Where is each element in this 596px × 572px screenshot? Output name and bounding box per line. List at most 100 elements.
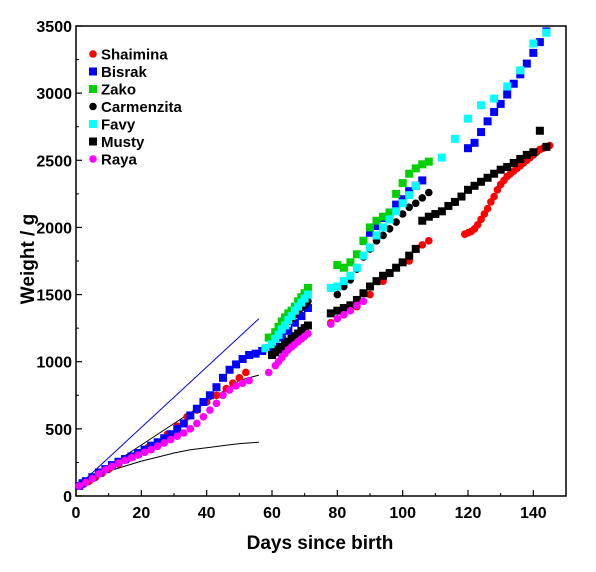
point-raya: [225, 386, 234, 394]
point-raya: [199, 412, 208, 421]
point-raya: [121, 456, 129, 465]
point-raya: [134, 451, 142, 459]
legend-marker-shaimina: [89, 50, 97, 58]
point-carmenzita: [405, 203, 414, 212]
point-musty: [333, 306, 342, 315]
point-musty: [542, 142, 551, 151]
legend-marker-carmenzita: [89, 102, 97, 111]
point-musty: [392, 263, 401, 272]
point-zako: [346, 258, 355, 267]
point-musty: [326, 309, 335, 318]
point-zako: [264, 333, 273, 342]
point-bisrak: [284, 326, 293, 335]
point-bisrak: [503, 90, 512, 99]
legend-label-carmenzita: Carmenzita: [101, 99, 183, 116]
point-favy: [274, 330, 283, 339]
point-bisrak: [173, 424, 182, 433]
point-shaimina: [366, 290, 374, 299]
point-raya: [193, 419, 201, 428]
point-favy: [326, 283, 335, 292]
point-raya: [140, 448, 149, 457]
point-shaimina: [490, 192, 498, 201]
point-bisrak: [160, 434, 169, 443]
point-bisrak: [405, 187, 414, 196]
point-shaimina: [212, 391, 221, 400]
point-bisrak: [303, 304, 312, 312]
point-musty: [424, 212, 433, 221]
point-raya: [327, 320, 335, 328]
point-musty: [359, 289, 368, 298]
point-musty: [303, 321, 312, 330]
point-bisrak: [219, 373, 227, 382]
reference-lines: [75, 318, 260, 489]
legend-label-raya: Raya: [101, 152, 138, 169]
x-tick-label: 20: [132, 505, 150, 522]
point-favy: [281, 321, 290, 330]
point-zako: [424, 157, 433, 166]
point-favy: [437, 153, 446, 162]
point-favy: [287, 312, 296, 321]
y-tick-label: 1500: [36, 288, 72, 305]
point-bisrak: [516, 70, 525, 79]
point-musty: [372, 277, 381, 286]
point-bisrak: [192, 404, 201, 413]
point-bisrak: [372, 222, 381, 231]
y-tick-label: 2500: [36, 153, 72, 170]
point-favy: [477, 101, 486, 110]
y-tick-label: 3500: [36, 19, 72, 36]
point-raya: [304, 329, 312, 338]
point-bisrak: [464, 144, 472, 153]
point-favy: [379, 223, 388, 232]
point-favy: [385, 215, 394, 224]
point-raya: [82, 478, 90, 487]
point-raya: [232, 382, 240, 390]
point-bisrak: [238, 355, 247, 364]
point-bisrak: [535, 38, 544, 47]
point-raya: [353, 301, 361, 310]
reference-line: [75, 318, 260, 489]
point-musty: [477, 177, 486, 186]
point-zako: [359, 236, 368, 245]
point-favy: [372, 231, 381, 240]
point-zako: [303, 283, 312, 292]
point-bisrak: [496, 99, 505, 108]
legend-marker-favy: [89, 120, 97, 128]
point-raya: [101, 466, 110, 474]
point-bisrak: [366, 228, 374, 237]
point-raya: [173, 432, 182, 441]
point-favy: [359, 251, 368, 260]
point-musty: [444, 201, 453, 210]
point-musty: [405, 251, 414, 260]
legend-label-shaimina: Shaimina: [101, 47, 168, 64]
legend-marker-bisrak: [89, 67, 97, 76]
point-favy: [333, 282, 342, 291]
point-favy: [277, 325, 286, 334]
point-carmenzita: [398, 210, 407, 218]
y-tick-label: 0: [63, 489, 72, 506]
legend-label-musty: Musty: [101, 134, 145, 151]
point-musty: [366, 282, 374, 291]
y-axis-ticks: 0 500 1000 1500 2000 2500 3000 3500: [36, 19, 82, 506]
point-raya: [160, 439, 168, 447]
point-bisrak: [398, 195, 407, 204]
point-bisrak: [147, 441, 156, 450]
x-axis-label: Days since birth: [247, 533, 394, 554]
point-carmenzita: [385, 224, 394, 233]
point-carmenzita: [379, 231, 387, 240]
point-bisrak: [186, 411, 195, 420]
point-musty: [509, 158, 518, 167]
point-raya: [219, 391, 227, 400]
point-favy: [542, 28, 551, 37]
point-musty: [339, 304, 348, 312]
point-raya: [264, 368, 273, 377]
point-musty: [535, 126, 544, 135]
point-musty: [490, 169, 499, 178]
point-musty: [411, 244, 420, 253]
point-musty: [385, 269, 394, 278]
point-favy: [339, 277, 348, 286]
point-raya: [88, 474, 97, 483]
x-tick-label: 0: [72, 505, 81, 522]
point-raya: [127, 453, 136, 462]
x-axis-ticks: 0 20 40 60 80 100 120 140: [72, 490, 547, 522]
